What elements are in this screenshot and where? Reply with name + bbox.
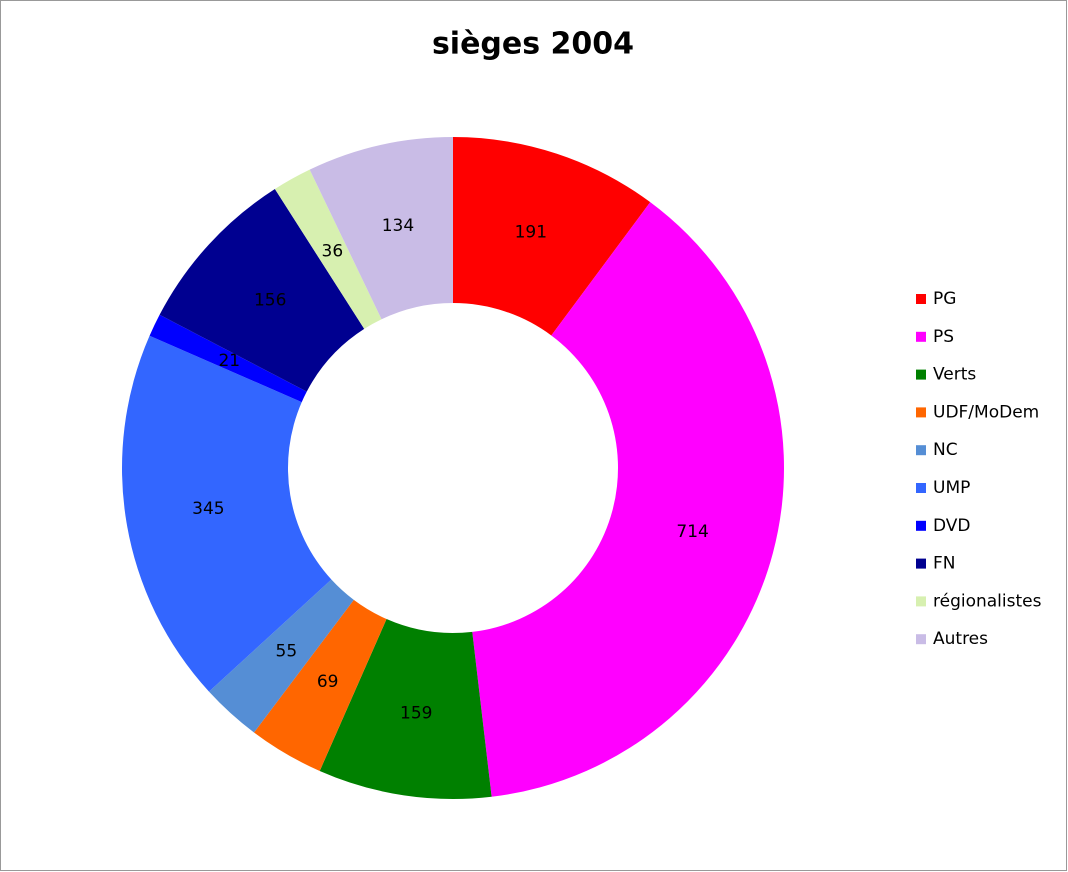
legend-label: Verts	[933, 365, 976, 385]
donut-segment	[149, 314, 307, 403]
legend-swatch	[916, 445, 926, 456]
legend-swatch	[916, 634, 926, 645]
legend-label: NC	[933, 440, 958, 460]
data-label: 36	[322, 241, 344, 261]
legend-label: DVD	[933, 516, 971, 536]
legend-label: Autres	[933, 629, 988, 649]
donut-segment	[253, 599, 387, 771]
chart-title: sièges 2004	[432, 27, 634, 62]
legend-swatch	[916, 558, 926, 569]
legend-swatch	[916, 596, 926, 607]
data-label: 55	[276, 642, 298, 662]
legend-swatch	[916, 520, 926, 531]
legend-swatch	[916, 483, 926, 493]
data-label: 714	[676, 522, 708, 542]
legend-swatch	[916, 369, 926, 380]
data-label: 159	[400, 703, 432, 723]
donut-segment	[274, 169, 382, 329]
data-label: 191	[515, 223, 547, 243]
legend-label: régionalistes	[933, 591, 1042, 611]
legend-label: FN	[933, 554, 956, 574]
data-label: 21	[218, 351, 240, 371]
legend-label: PG	[933, 289, 956, 309]
donut-segment	[453, 137, 651, 336]
donut-segment	[121, 335, 332, 692]
legend-swatch	[916, 407, 926, 418]
donut-segment	[159, 189, 365, 392]
legend-label: UDF/MoDem	[933, 402, 1039, 422]
donut-segment	[309, 137, 453, 320]
data-label: 134	[382, 216, 414, 236]
legend-swatch	[916, 331, 926, 342]
legend-label: UMP	[933, 478, 970, 498]
legend-label: PS	[933, 327, 954, 347]
data-label: 69	[317, 672, 339, 692]
data-label: 156	[254, 290, 286, 310]
donut-segment	[209, 579, 354, 733]
legend-swatch	[916, 294, 926, 304]
donut-segment	[319, 619, 492, 799]
donut-segment	[472, 202, 784, 797]
data-label: 345	[192, 499, 224, 519]
